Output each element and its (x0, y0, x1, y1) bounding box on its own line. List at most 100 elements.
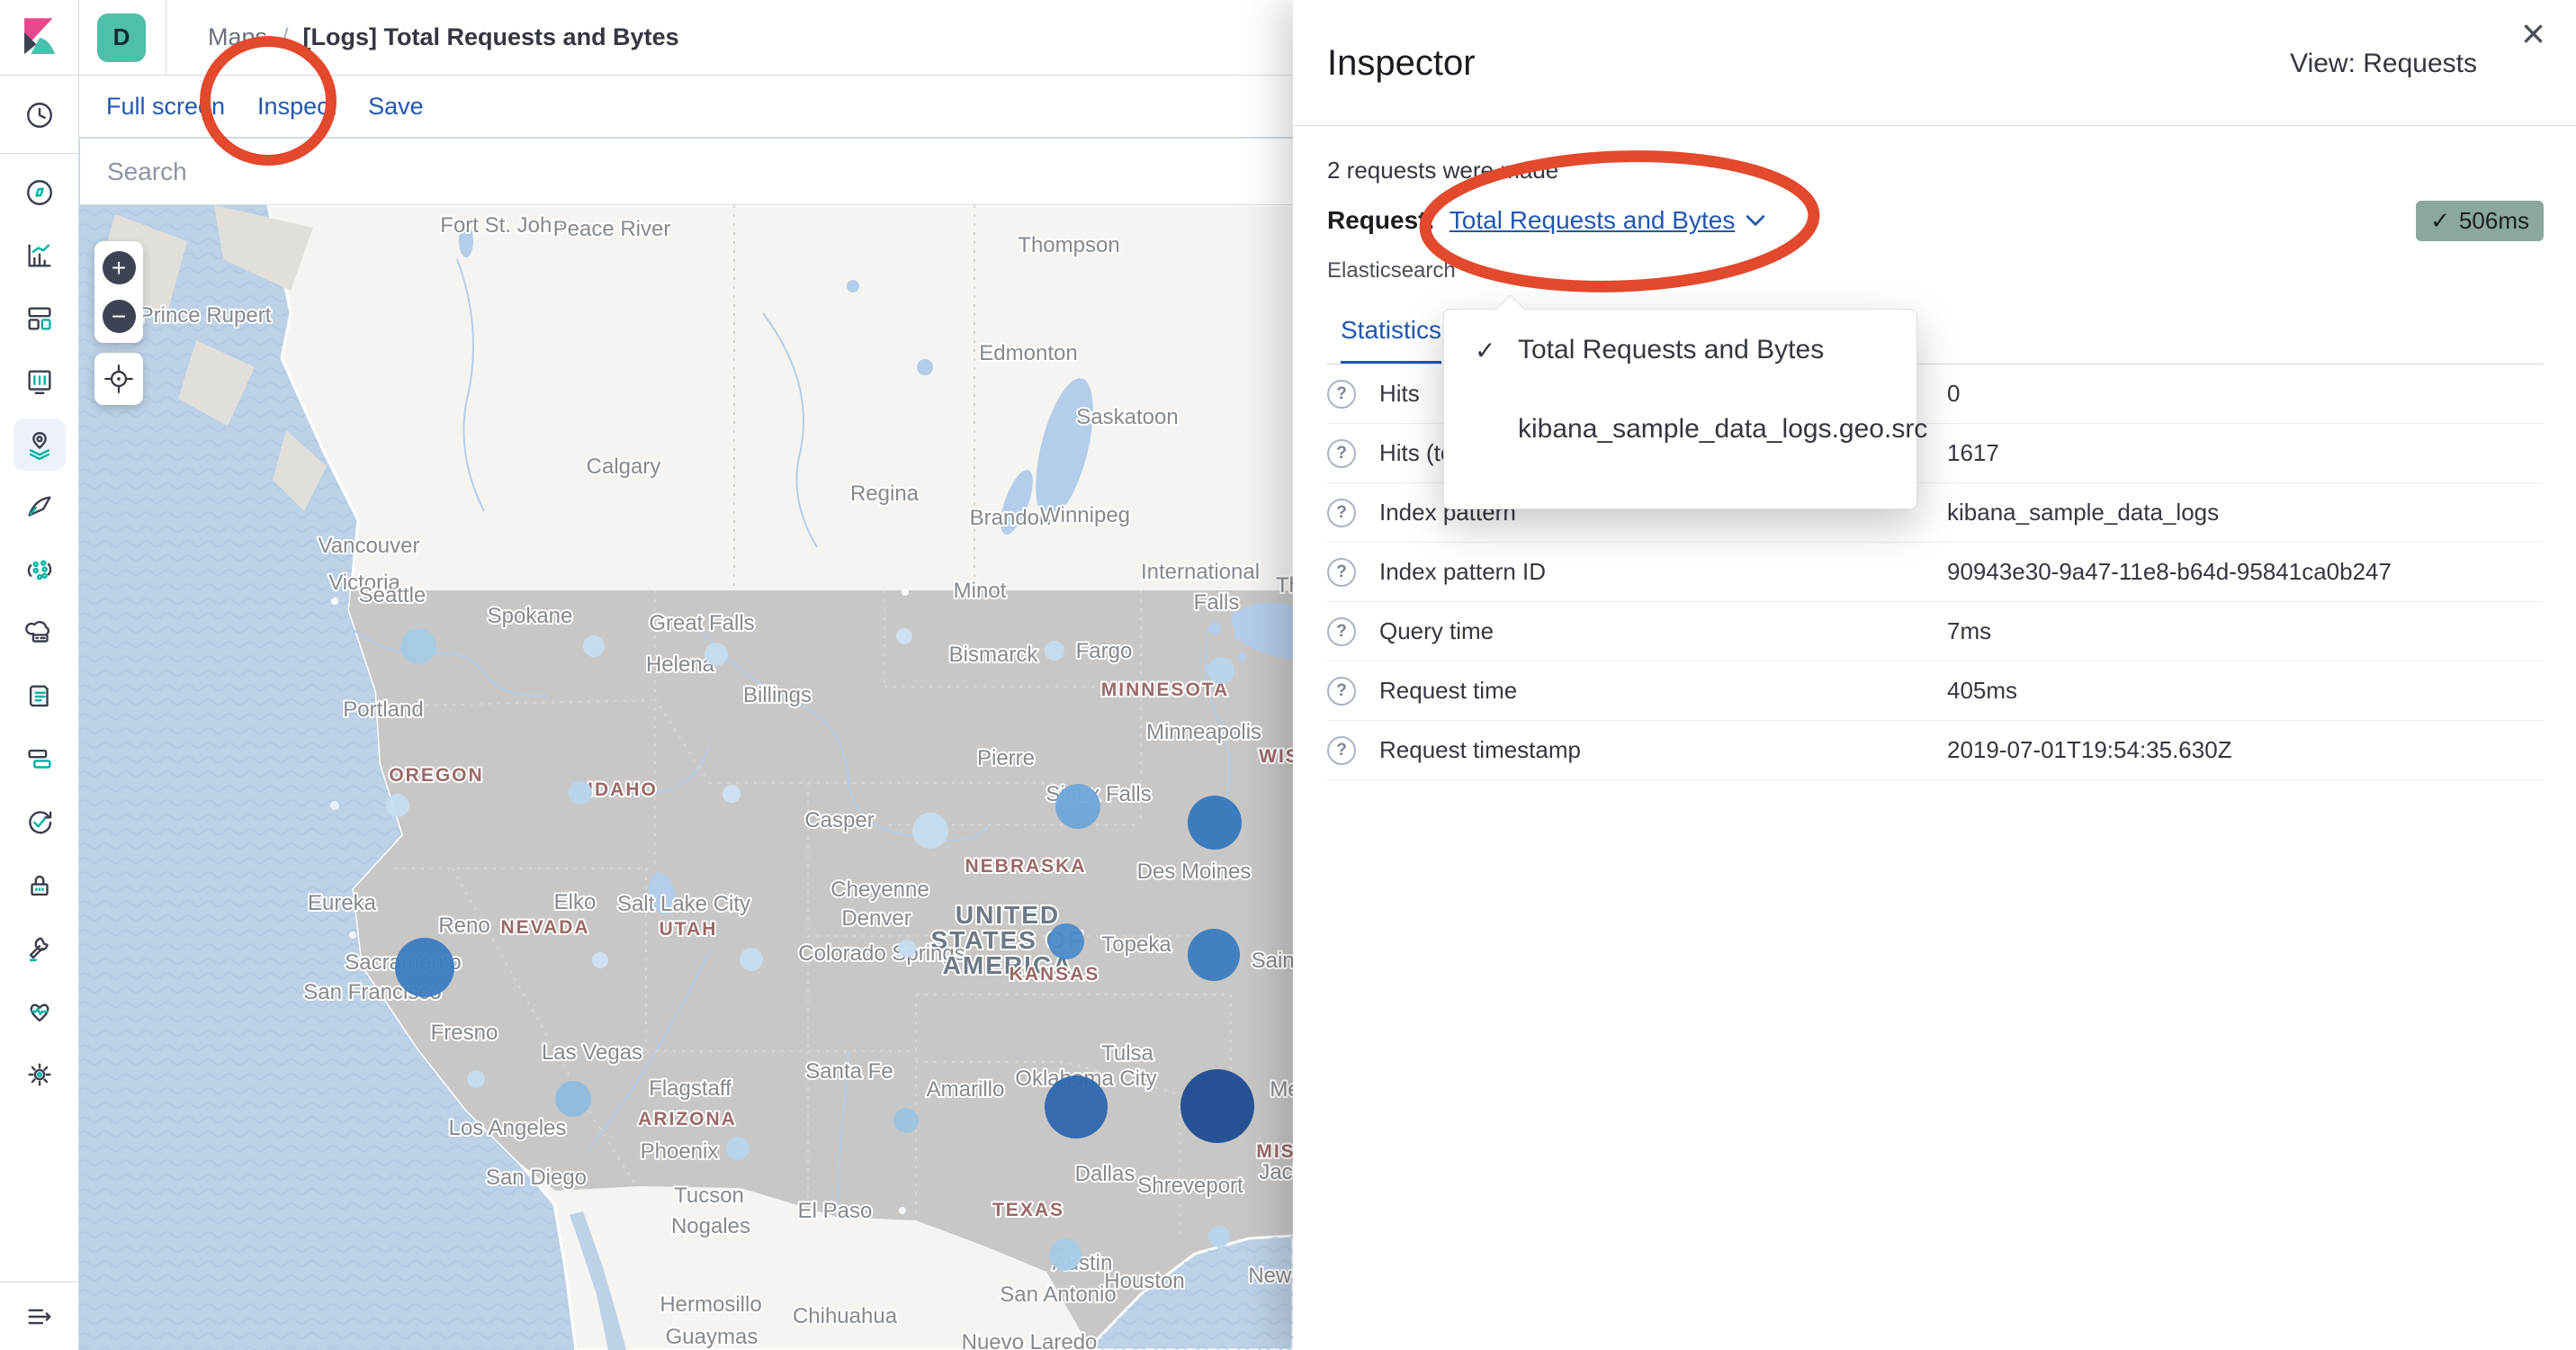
map-data-circle[interactable] (331, 598, 338, 605)
sidebar-item-apm[interactable] (0, 728, 79, 791)
map-canvas[interactable]: Fort St. John Peace River Thompson Prince R… (79, 205, 1293, 1350)
inspector-title: Inspector (1327, 43, 1476, 83)
map-data-circle[interactable] (1049, 1238, 1082, 1271)
map-data-circle[interactable] (583, 635, 605, 657)
request-description: Elasticsearch (1327, 258, 1456, 283)
sidebar-collapse-button[interactable] (0, 1285, 79, 1348)
stat-value: 2019-07-01T19:54:35.630Z (1947, 736, 2232, 763)
sidebar-item-monitoring[interactable] (0, 980, 79, 1043)
map-data-circle[interactable] (1048, 923, 1084, 959)
sidebar-item-storage[interactable] (0, 602, 79, 665)
map-city-label: Los Angeles (449, 1116, 567, 1140)
map-city-label: Nuevo Laredo (962, 1330, 1098, 1350)
help-icon[interactable]: ? (1327, 616, 1356, 646)
request-option[interactable]: kibana_sample_data_logs.geo.src (1444, 405, 1927, 454)
map-data-circle[interactable] (592, 952, 608, 968)
inspector-flyout: Inspector View: Requests × 2 requests we… (1293, 0, 2576, 1350)
help-icon[interactable]: ? (1327, 735, 1356, 765)
map-data-circle[interactable] (349, 932, 356, 939)
sidebar-item-recently-viewed[interactable] (0, 84, 79, 147)
map-city-label: Elko (554, 890, 597, 914)
sidebar-item-discover[interactable] (0, 161, 79, 224)
sidebar-item-siem[interactable] (0, 854, 79, 917)
sidebar-item-management[interactable] (0, 1043, 79, 1106)
request-option-label: Total Requests and Bytes (1518, 335, 1825, 364)
close-icon[interactable]: × (2521, 10, 2545, 57)
map-data-circle[interactable] (386, 794, 409, 817)
stat-row: ? Request timestamp 2019-07-01T19:54:35.… (1327, 721, 2544, 780)
map-state-label: MINNESOTA (1101, 680, 1229, 700)
map-city-label: Santa Fe (805, 1059, 893, 1084)
sidebar-item-canvas[interactable] (0, 350, 79, 413)
breadcrumb-maps[interactable]: Maps (208, 23, 268, 50)
request-selector-row: Request: Total Requests and Bytes ✓ 506m… (1327, 201, 2544, 241)
sidebar-item-visualize[interactable] (0, 224, 79, 287)
map-data-circle[interactable] (1208, 1226, 1230, 1247)
request-dropdown-link[interactable]: Total Requests and Bytes (1449, 206, 1736, 234)
tab-statistics[interactable]: Statistics (1341, 316, 1442, 364)
map-data-circle[interactable] (898, 940, 916, 958)
map-city-label: Seattle (359, 583, 426, 608)
sidebar-item-maps[interactable] (0, 413, 79, 476)
sidebar-item-graph[interactable] (0, 539, 79, 602)
map-data-circle[interactable] (330, 801, 339, 810)
map-data-circle[interactable] (555, 1081, 591, 1117)
help-icon[interactable]: ? (1327, 438, 1356, 468)
map-data-circle[interactable] (1207, 657, 1234, 684)
map-data-circle[interactable] (893, 1108, 919, 1133)
request-label: Request: (1327, 206, 1435, 234)
help-icon[interactable]: ? (1327, 676, 1356, 706)
toolbar-inspect-button[interactable]: Inspect (241, 93, 352, 121)
help-icon[interactable]: ? (1327, 498, 1356, 527)
map-data-circle[interactable] (467, 1070, 485, 1088)
sidebar-item-machine-learning[interactable] (0, 476, 79, 539)
machine-learning-icon (28, 496, 51, 517)
stat-value: 1617 (1947, 439, 1999, 466)
map-data-circle[interactable] (896, 628, 912, 644)
request-dropdown-menu: ✓ Total Requests and Bytes kibana_sample_d… (1443, 309, 1927, 509)
space-badge[interactable]: D (97, 13, 146, 62)
map-city-label: Mer (1270, 1077, 1293, 1102)
map-data-circle[interactable] (1045, 1076, 1108, 1138)
view-requests-selector[interactable]: View: Requests (2290, 49, 2477, 78)
help-icon[interactable]: ? (1327, 557, 1356, 587)
stat-row: ? Hits 0 (1327, 364, 2544, 424)
kibana-logo-icon (23, 17, 55, 54)
map-city-label: Edmonton (979, 341, 1077, 365)
sidebar-item-dev-tools[interactable] (0, 917, 79, 980)
map-data-circle[interactable] (1188, 929, 1240, 981)
map-data-circle[interactable] (902, 589, 909, 596)
map-city-label: International (1141, 560, 1260, 584)
toolbar-save-button[interactable]: Save (352, 93, 440, 121)
map-state-label: IDAHO (588, 779, 658, 800)
map-data-circle[interactable] (395, 938, 454, 997)
zoom-out-button[interactable]: − (102, 300, 136, 333)
sidebar-item-dashboard[interactable] (0, 287, 79, 350)
map-data-circle[interactable] (705, 643, 728, 666)
map-data-circle[interactable] (1045, 641, 1064, 661)
map-data-circle[interactable] (740, 948, 763, 971)
map-city-label: Hermosillo (660, 1292, 761, 1317)
toolbar-full-screen-button[interactable]: Full screen (90, 93, 241, 121)
map-data-circle[interactable] (569, 781, 592, 805)
map-data-circle[interactable] (1180, 1069, 1254, 1143)
zoom-in-button[interactable]: + (102, 251, 136, 284)
help-icon[interactable]: ? (1327, 379, 1356, 409)
map-locate-control[interactable] (94, 353, 143, 405)
sidebar-item-uptime[interactable] (0, 791, 79, 854)
kibana-logo[interactable] (0, 0, 78, 76)
map-data-circle[interactable] (723, 785, 740, 803)
request-option[interactable]: ✓ Total Requests and Bytes (1444, 326, 1916, 374)
map-city-label: Jack (1259, 1160, 1293, 1184)
map-data-circle[interactable] (912, 813, 948, 849)
map-data-circle[interactable] (1188, 796, 1242, 850)
map-city-label: Casper (804, 808, 874, 832)
map-state-label: OREGON (389, 765, 483, 786)
sidebar-item-logs[interactable] (0, 665, 79, 728)
map-data-circle[interactable] (726, 1137, 749, 1160)
map-data-circle[interactable] (400, 628, 436, 664)
compass-icon (27, 180, 52, 205)
map-data-circle[interactable] (1055, 784, 1100, 829)
map-data-circle[interactable] (899, 1207, 906, 1214)
map-city-label: Eureka (308, 891, 377, 915)
